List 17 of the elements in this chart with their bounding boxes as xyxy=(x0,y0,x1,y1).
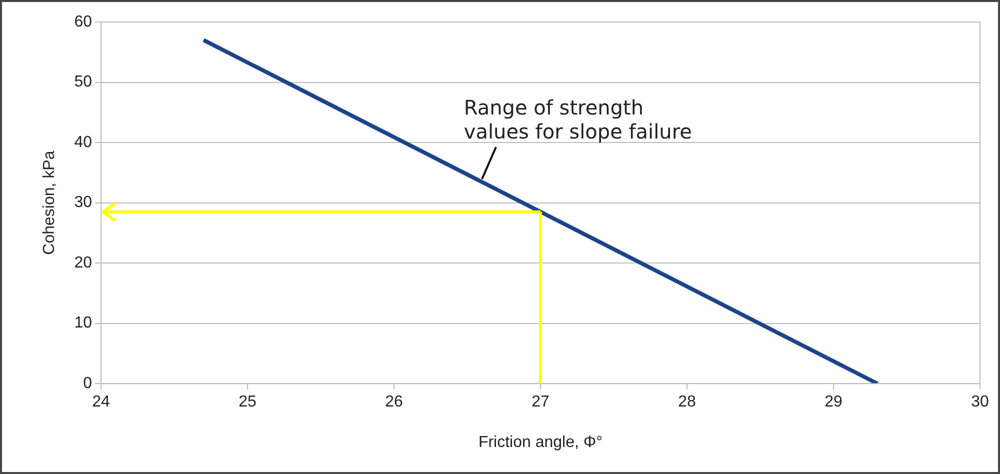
x-tick-label: 29 xyxy=(824,394,842,411)
x-tick-label: 28 xyxy=(678,394,696,411)
y-axis-title: Cohesion, kPa xyxy=(41,150,58,255)
y-tick-label: 40 xyxy=(74,134,92,151)
y-tick-label: 60 xyxy=(74,13,92,30)
x-tick-label: 27 xyxy=(532,394,550,411)
x-tick-label: 26 xyxy=(385,394,403,411)
x-tick-label: 24 xyxy=(92,394,110,411)
annotation: Range of strength values for slope failure xyxy=(464,96,692,144)
y-tick-label: 20 xyxy=(74,254,92,272)
x-tick-label: 25 xyxy=(238,394,256,411)
y-tick-label: 30 xyxy=(74,194,92,212)
y-tick-label: 10 xyxy=(74,314,92,332)
x-tick-label: 30 xyxy=(971,394,989,411)
y-tick-label: 0 xyxy=(83,375,92,392)
x-axis-title: Friction angle, Φ° xyxy=(478,434,603,451)
y-tick-label: 50 xyxy=(74,74,92,91)
